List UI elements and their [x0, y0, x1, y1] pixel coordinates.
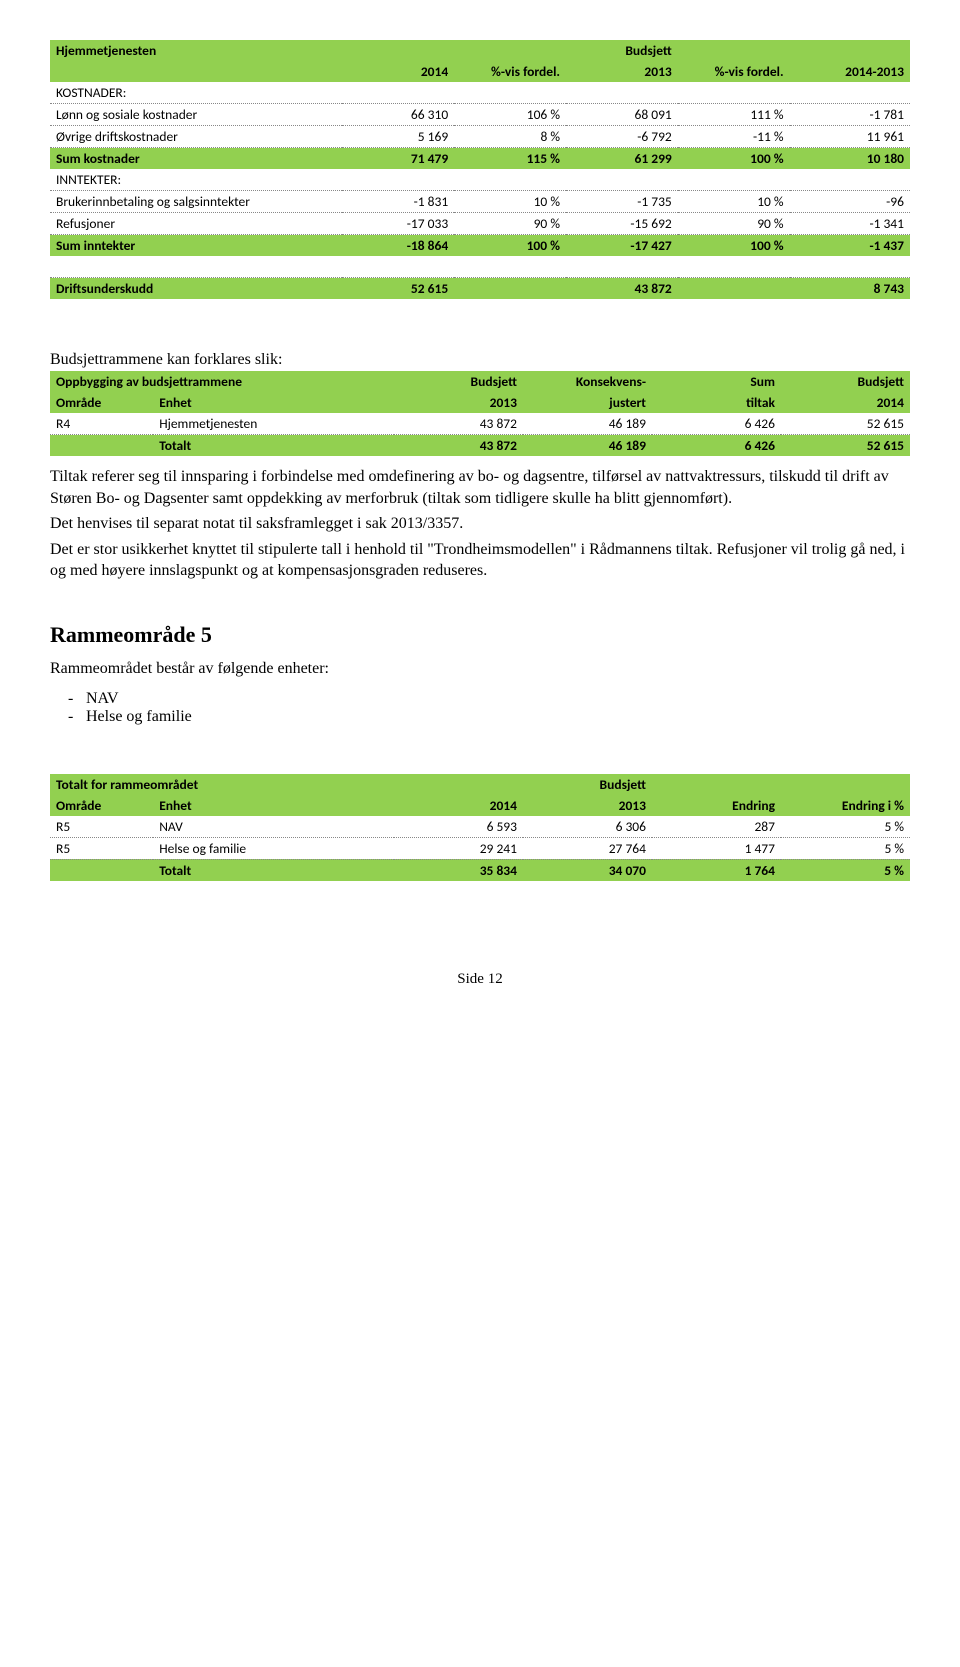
- list-item: Helse og familie: [86, 708, 910, 726]
- t2-omr: Område: [50, 392, 153, 413]
- table-row: Øvrige driftskostnader 5 169 8 % -6 792 …: [50, 126, 910, 148]
- t2-tiltak: tiltak: [652, 392, 781, 413]
- table-row: Lønn og sosiale kostnader 66 310 106 % 6…: [50, 104, 910, 126]
- t3-2013: 2013: [523, 795, 652, 816]
- t3-omr: Område: [50, 795, 153, 816]
- t2-h1: Oppbygging av budsjettrammene: [50, 371, 394, 392]
- h-2013: 2013: [566, 61, 678, 82]
- para-tiltak: Tiltak referer seg til innsparing i forb…: [50, 466, 910, 509]
- table1-budsjett: Budsjett: [566, 40, 678, 61]
- sum-kostnader-row: Sum kostnader 71 479 115 % 61 299 100 % …: [50, 148, 910, 170]
- t3-enhet: Enhet: [153, 795, 394, 816]
- table-row: R5 NAV 6 593 6 306 287 5 %: [50, 816, 910, 838]
- t3-endrp: Endring i %: [781, 795, 910, 816]
- h-diff: 2014-2013: [790, 61, 910, 82]
- t3-endr: Endring: [652, 795, 781, 816]
- table-row: Refusjoner -17 033 90 % -15 692 90 % -1 …: [50, 213, 910, 235]
- kostnader-label: KOSTNADER:: [50, 82, 342, 104]
- heading-rammeomraade5: Rammeområde 5: [50, 622, 910, 648]
- table-row: R5 Helse og familie 29 241 27 764 1 477 …: [50, 837, 910, 859]
- t2-2013: 2013: [394, 392, 523, 413]
- para-usikkerhet: Det er stor usikkerhet knyttet til stipu…: [50, 539, 910, 582]
- t2-enhet: Enhet: [153, 392, 394, 413]
- list-item: NAV: [86, 690, 910, 708]
- table-row: Brukerinnbetaling og salgsinntekter -1 8…: [50, 191, 910, 213]
- t3-title: Totalt for rammeområdet: [50, 774, 394, 795]
- t2-just: justert: [523, 392, 652, 413]
- totalt-row: Totalt 43 872 46 189 6 426 52 615: [50, 435, 910, 457]
- t2-hs: Sum: [652, 371, 781, 392]
- driftsunderskudd-row: Driftsunderskudd 52 615 43 872 8 743: [50, 278, 910, 300]
- totalt-rammeomraadet-table: Totalt for rammeområdet Budsjett Område …: [50, 774, 910, 881]
- enheter-list: NAV Helse og familie: [50, 690, 910, 726]
- t2-hk: Konsekvens-: [523, 371, 652, 392]
- desc-budsjettrammene: Budsjettrammene kan forklares slik:: [50, 351, 910, 369]
- t3-2014: 2014: [394, 795, 523, 816]
- hjemmetjenesten-table: Hjemmetjenesten Budsjett 2014 %-vis ford…: [50, 40, 910, 299]
- h-pct2: %-vis fordel.: [678, 61, 790, 82]
- sum-inntekter-row: Sum inntekter -18 864 100 % -17 427 100 …: [50, 235, 910, 257]
- h-2014: 2014: [342, 61, 454, 82]
- inntekter-label: INNTEKTER:: [50, 169, 342, 191]
- t2-2014: 2014: [781, 392, 910, 413]
- t3-budsjett: Budsjett: [523, 774, 652, 795]
- totalt-row: Totalt 35 834 34 070 1 764 5 %: [50, 859, 910, 881]
- oppbygging-table: Oppbygging av budsjettrammene Budsjett K…: [50, 371, 910, 456]
- h-pct1: %-vis fordel.: [454, 61, 566, 82]
- t2-hb2: Budsjett: [781, 371, 910, 392]
- table-row: R4 Hjemmetjenesten 43 872 46 189 6 426 5…: [50, 413, 910, 435]
- para-notat: Det henvises til separat notat til saksf…: [50, 513, 910, 535]
- t2-hb: Budsjett: [394, 371, 523, 392]
- page-footer: Side 12: [50, 971, 910, 988]
- para-enheter: Rammeområdet består av følgende enheter:: [50, 658, 910, 680]
- table1-title: Hjemmetjenesten: [50, 40, 342, 61]
